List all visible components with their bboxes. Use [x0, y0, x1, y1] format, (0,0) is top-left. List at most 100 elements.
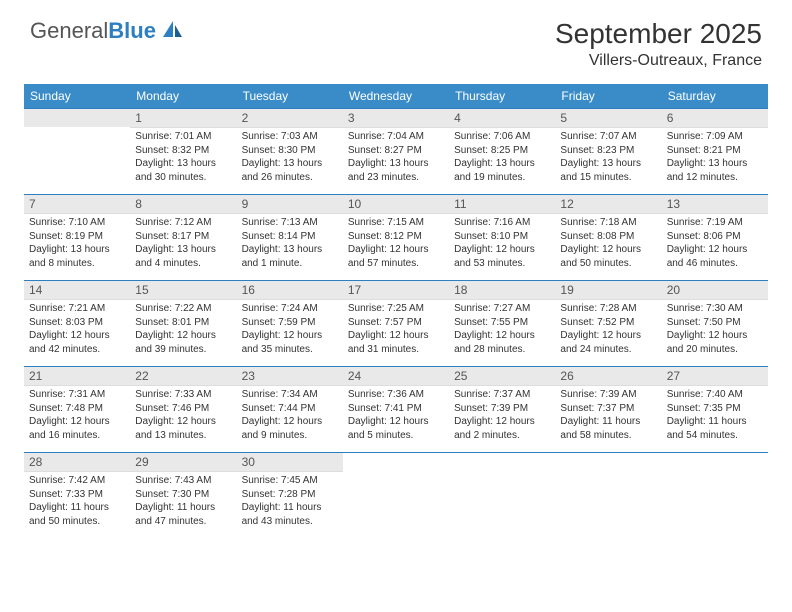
- day-details: Sunrise: 7:06 AMSunset: 8:25 PMDaylight:…: [449, 128, 555, 186]
- day-number: 30: [237, 453, 343, 472]
- calendar-day-cell: [24, 109, 130, 195]
- sunset-text: Sunset: 7:59 PM: [242, 316, 338, 330]
- day-number: 11: [449, 195, 555, 214]
- sunrise-text: Sunrise: 7:18 AM: [560, 216, 656, 230]
- calendar-day-cell: 16Sunrise: 7:24 AMSunset: 7:59 PMDayligh…: [237, 281, 343, 367]
- calendar-day-cell: 27Sunrise: 7:40 AMSunset: 7:35 PMDayligh…: [662, 367, 768, 453]
- daylight-text: Daylight: 13 hours: [348, 157, 444, 171]
- day-details: Sunrise: 7:43 AMSunset: 7:30 PMDaylight:…: [130, 472, 236, 530]
- daylight-text: Daylight: 12 hours: [560, 243, 656, 257]
- calendar-table: Sunday Monday Tuesday Wednesday Thursday…: [24, 84, 768, 539]
- calendar-week-row: 21Sunrise: 7:31 AMSunset: 7:48 PMDayligh…: [24, 367, 768, 453]
- day-number: 21: [24, 367, 130, 386]
- day-number: 13: [662, 195, 768, 214]
- sunrise-text: Sunrise: 7:33 AM: [135, 388, 231, 402]
- month-title: September 2025: [555, 18, 762, 50]
- sunrise-text: Sunrise: 7:10 AM: [29, 216, 125, 230]
- daylight-text: and 57 minutes.: [348, 257, 444, 271]
- sunset-text: Sunset: 7:30 PM: [135, 488, 231, 502]
- daylight-text: and 13 minutes.: [135, 429, 231, 443]
- sunrise-text: Sunrise: 7:45 AM: [242, 474, 338, 488]
- calendar-body: 1Sunrise: 7:01 AMSunset: 8:32 PMDaylight…: [24, 109, 768, 539]
- sunset-text: Sunset: 8:12 PM: [348, 230, 444, 244]
- daylight-text: Daylight: 13 hours: [29, 243, 125, 257]
- sunset-text: Sunset: 7:41 PM: [348, 402, 444, 416]
- calendar-day-cell: 22Sunrise: 7:33 AMSunset: 7:46 PMDayligh…: [130, 367, 236, 453]
- sunset-text: Sunset: 8:08 PM: [560, 230, 656, 244]
- sunset-text: Sunset: 7:28 PM: [242, 488, 338, 502]
- sunset-text: Sunset: 8:30 PM: [242, 144, 338, 158]
- day-number: 28: [24, 453, 130, 472]
- daylight-text: Daylight: 12 hours: [667, 329, 763, 343]
- sunrise-text: Sunrise: 7:03 AM: [242, 130, 338, 144]
- daylight-text: Daylight: 13 hours: [242, 243, 338, 257]
- day-number: 9: [237, 195, 343, 214]
- brand-gray: General: [30, 18, 108, 43]
- sunrise-text: Sunrise: 7:39 AM: [560, 388, 656, 402]
- sunrise-text: Sunrise: 7:42 AM: [29, 474, 125, 488]
- day-details: Sunrise: 7:27 AMSunset: 7:55 PMDaylight:…: [449, 300, 555, 358]
- daylight-text: Daylight: 11 hours: [242, 501, 338, 515]
- daylight-text: and 47 minutes.: [135, 515, 231, 529]
- sunrise-text: Sunrise: 7:37 AM: [454, 388, 550, 402]
- calendar-day-cell: 30Sunrise: 7:45 AMSunset: 7:28 PMDayligh…: [237, 453, 343, 539]
- sunrise-text: Sunrise: 7:40 AM: [667, 388, 763, 402]
- day-number: 2: [237, 109, 343, 128]
- day-details: Sunrise: 7:22 AMSunset: 8:01 PMDaylight:…: [130, 300, 236, 358]
- day-details: Sunrise: 7:12 AMSunset: 8:17 PMDaylight:…: [130, 214, 236, 272]
- calendar-day-cell: 9Sunrise: 7:13 AMSunset: 8:14 PMDaylight…: [237, 195, 343, 281]
- calendar-day-cell: 29Sunrise: 7:43 AMSunset: 7:30 PMDayligh…: [130, 453, 236, 539]
- day-details: Sunrise: 7:16 AMSunset: 8:10 PMDaylight:…: [449, 214, 555, 272]
- page-header: GeneralBlue September 2025 Villers-Outre…: [0, 0, 792, 78]
- calendar-day-cell: 6Sunrise: 7:09 AMSunset: 8:21 PMDaylight…: [662, 109, 768, 195]
- dow-monday: Monday: [130, 84, 236, 109]
- location-label: Villers-Outreaux, France: [555, 52, 762, 70]
- daylight-text: Daylight: 11 hours: [135, 501, 231, 515]
- title-block: September 2025 Villers-Outreaux, France: [555, 18, 762, 70]
- daylight-text: and 20 minutes.: [667, 343, 763, 357]
- sunrise-text: Sunrise: 7:13 AM: [242, 216, 338, 230]
- day-number: 1: [130, 109, 236, 128]
- day-number: 5: [555, 109, 661, 128]
- day-details: Sunrise: 7:15 AMSunset: 8:12 PMDaylight:…: [343, 214, 449, 272]
- sunset-text: Sunset: 7:55 PM: [454, 316, 550, 330]
- daylight-text: and 9 minutes.: [242, 429, 338, 443]
- daylight-text: Daylight: 12 hours: [454, 329, 550, 343]
- daylight-text: Daylight: 12 hours: [135, 415, 231, 429]
- daylight-text: and 50 minutes.: [560, 257, 656, 271]
- day-number: 3: [343, 109, 449, 128]
- day-details: Sunrise: 7:45 AMSunset: 7:28 PMDaylight:…: [237, 472, 343, 530]
- day-details: Sunrise: 7:18 AMSunset: 8:08 PMDaylight:…: [555, 214, 661, 272]
- sunrise-text: Sunrise: 7:24 AM: [242, 302, 338, 316]
- dow-thursday: Thursday: [449, 84, 555, 109]
- daylight-text: Daylight: 11 hours: [560, 415, 656, 429]
- day-number: 7: [24, 195, 130, 214]
- sunrise-text: Sunrise: 7:30 AM: [667, 302, 763, 316]
- day-details: Sunrise: 7:21 AMSunset: 8:03 PMDaylight:…: [24, 300, 130, 358]
- sunrise-text: Sunrise: 7:36 AM: [348, 388, 444, 402]
- sunset-text: Sunset: 8:10 PM: [454, 230, 550, 244]
- day-number: 25: [449, 367, 555, 386]
- day-number: 8: [130, 195, 236, 214]
- day-details: Sunrise: 7:42 AMSunset: 7:33 PMDaylight:…: [24, 472, 130, 530]
- dow-wednesday: Wednesday: [343, 84, 449, 109]
- daylight-text: Daylight: 13 hours: [560, 157, 656, 171]
- sunrise-text: Sunrise: 7:27 AM: [454, 302, 550, 316]
- daylight-text: Daylight: 13 hours: [454, 157, 550, 171]
- calendar-day-cell: [343, 453, 449, 539]
- sunset-text: Sunset: 8:21 PM: [667, 144, 763, 158]
- brand-name: GeneralBlue: [30, 18, 156, 44]
- daylight-text: Daylight: 12 hours: [667, 243, 763, 257]
- daylight-text: and 54 minutes.: [667, 429, 763, 443]
- day-number: 17: [343, 281, 449, 300]
- calendar-day-cell: 3Sunrise: 7:04 AMSunset: 8:27 PMDaylight…: [343, 109, 449, 195]
- sunset-text: Sunset: 7:52 PM: [560, 316, 656, 330]
- day-details: Sunrise: 7:39 AMSunset: 7:37 PMDaylight:…: [555, 386, 661, 444]
- day-number: 12: [555, 195, 661, 214]
- dow-sunday: Sunday: [24, 84, 130, 109]
- daylight-text: Daylight: 12 hours: [348, 243, 444, 257]
- calendar-day-cell: 1Sunrise: 7:01 AMSunset: 8:32 PMDaylight…: [130, 109, 236, 195]
- day-number: 26: [555, 367, 661, 386]
- daylight-text: and 53 minutes.: [454, 257, 550, 271]
- daylight-text: and 16 minutes.: [29, 429, 125, 443]
